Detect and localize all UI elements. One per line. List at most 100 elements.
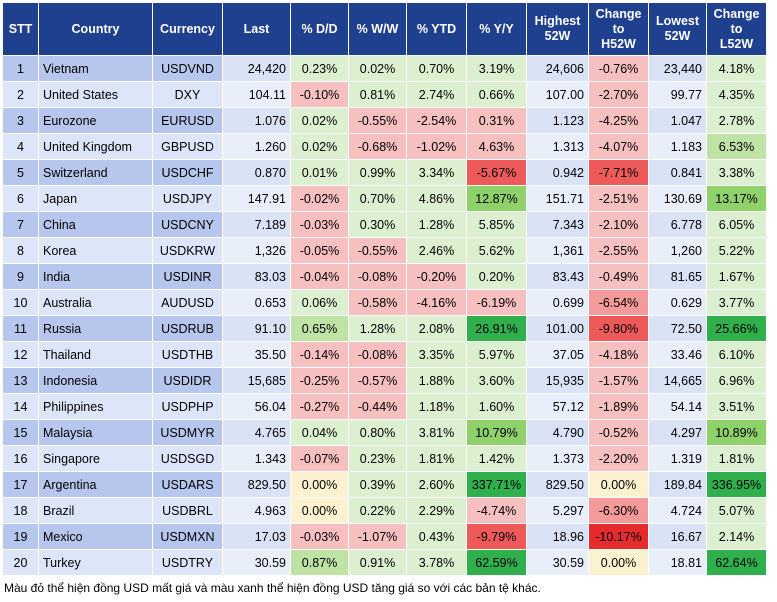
- cell-ww: 0.39%: [348, 471, 407, 498]
- cell-ww: 0.99%: [348, 159, 407, 186]
- cell-chg-high: -10.17%: [588, 523, 649, 550]
- table-body: 1 Vietnam USDVND 24,420 0.23% 0.02% 0.70% 3.19%…: [2, 55, 767, 576]
- header-chg-low: Change to L52W: [706, 2, 767, 56]
- cell-high52: 5.297: [526, 497, 589, 524]
- cell-yy: 3.19%: [466, 55, 527, 82]
- cell-ytd: 2.08%: [406, 315, 467, 342]
- cell-last: 0.653: [222, 289, 291, 316]
- cell-stt: 15: [2, 419, 39, 446]
- cell-dd: -0.04%: [290, 263, 349, 290]
- cell-currency: USDCNY: [152, 211, 223, 238]
- cell-country: Russia: [38, 315, 153, 342]
- currency-table: STT Country Currency Last % D/D % W/W % …: [2, 2, 767, 576]
- header-country: Country: [38, 2, 153, 56]
- table-row: 1 Vietnam USDVND 24,420 0.23% 0.02% 0.70% 3.19%…: [2, 55, 767, 82]
- cell-stt: 13: [2, 367, 39, 394]
- cell-yy: 1.42%: [466, 445, 527, 472]
- cell-chg-low: 10.89%: [706, 419, 767, 446]
- cell-stt: 11: [2, 315, 39, 342]
- cell-high52: 101.00: [526, 315, 589, 342]
- cell-chg-high: -2.20%: [588, 445, 649, 472]
- cell-ytd: 2.46%: [406, 237, 467, 264]
- cell-chg-high: -2.70%: [588, 81, 649, 108]
- cell-country: United States: [38, 81, 153, 108]
- cell-currency: USDARS: [152, 471, 223, 498]
- cell-currency: USDIDR: [152, 367, 223, 394]
- cell-high52: 18.96: [526, 523, 589, 550]
- cell-chg-low: 62.64%: [706, 549, 767, 576]
- header-low52: Lowest 52W: [648, 2, 707, 56]
- cell-country: Malaysia: [38, 419, 153, 446]
- cell-ytd: -1.02%: [406, 133, 467, 160]
- cell-ytd: 3.81%: [406, 419, 467, 446]
- cell-high52: 0.942: [526, 159, 589, 186]
- cell-country: Thailand: [38, 341, 153, 368]
- cell-chg-high: -1.57%: [588, 367, 649, 394]
- header-last: Last: [222, 2, 291, 56]
- cell-last: 1,326: [222, 237, 291, 264]
- header-stt: STT: [2, 2, 39, 56]
- cell-ww: 1.28%: [348, 315, 407, 342]
- cell-stt: 20: [2, 549, 39, 576]
- cell-chg-low: 6.53%: [706, 133, 767, 160]
- cell-ytd: 0.43%: [406, 523, 467, 550]
- cell-stt: 6: [2, 185, 39, 212]
- cell-country: Argentina: [38, 471, 153, 498]
- cell-chg-high: -6.30%: [588, 497, 649, 524]
- cell-chg-low: 6.05%: [706, 211, 767, 238]
- table-row: 15 Malaysia USDMYR 4.765 0.04% 0.80% 3.81% 10.7…: [2, 419, 767, 446]
- cell-yy: 0.66%: [466, 81, 527, 108]
- cell-dd: -0.05%: [290, 237, 349, 264]
- cell-last: 147.91: [222, 185, 291, 212]
- cell-country: Australia: [38, 289, 153, 316]
- cell-yy: 5.85%: [466, 211, 527, 238]
- cell-currency: USDJPY: [152, 185, 223, 212]
- cell-high52: 151.71: [526, 185, 589, 212]
- table-row: 14 Philippines USDPHP 56.04 -0.27% -0.44% 1.18…: [2, 393, 767, 420]
- cell-ytd: 3.35%: [406, 341, 467, 368]
- cell-high52: 57.12: [526, 393, 589, 420]
- cell-low52: 81.65: [648, 263, 707, 290]
- cell-currency: USDTHB: [152, 341, 223, 368]
- cell-stt: 2: [2, 81, 39, 108]
- cell-currency: USDMYR: [152, 419, 223, 446]
- cell-last: 17.03: [222, 523, 291, 550]
- cell-currency: DXY: [152, 81, 223, 108]
- cell-ww: 0.22%: [348, 497, 407, 524]
- cell-ww: 0.02%: [348, 55, 407, 82]
- table-row: 3 Eurozone EURUSD 1.076 0.02% -0.55% -2.54% 0.3…: [2, 107, 767, 134]
- cell-ww: -0.58%: [348, 289, 407, 316]
- cell-dd: -0.02%: [290, 185, 349, 212]
- table-row: 5 Switzerland USDCHF 0.870 0.01% 0.99% 3.34% -5…: [2, 159, 767, 186]
- cell-chg-high: 0.00%: [588, 471, 649, 498]
- cell-dd: 0.65%: [290, 315, 349, 342]
- cell-ww: 0.81%: [348, 81, 407, 108]
- cell-chg-high: -0.76%: [588, 55, 649, 82]
- cell-last: 4.963: [222, 497, 291, 524]
- cell-dd: -0.03%: [290, 523, 349, 550]
- cell-chg-low: 5.22%: [706, 237, 767, 264]
- cell-stt: 18: [2, 497, 39, 524]
- cell-chg-high: -2.10%: [588, 211, 649, 238]
- cell-chg-low: 25.66%: [706, 315, 767, 342]
- cell-ytd: 1.18%: [406, 393, 467, 420]
- cell-country: Singapore: [38, 445, 153, 472]
- cell-yy: -4.74%: [466, 497, 527, 524]
- cell-dd: 0.00%: [290, 471, 349, 498]
- header-dd: % D/D: [290, 2, 349, 56]
- cell-currency: USDTRY: [152, 549, 223, 576]
- table-row: 9 India USDINR 83.03 -0.04% -0.08% -0.20% 0.20%…: [2, 263, 767, 290]
- cell-ytd: 1.28%: [406, 211, 467, 238]
- cell-dd: 0.23%: [290, 55, 349, 82]
- cell-currency: USDCHF: [152, 159, 223, 186]
- cell-dd: 0.02%: [290, 107, 349, 134]
- cell-currency: USDVND: [152, 55, 223, 82]
- table-row: 8 Korea USDKRW 1,326 -0.05% -0.55% 2.46% 5.62% 1…: [2, 237, 767, 264]
- cell-ww: 0.70%: [348, 185, 407, 212]
- cell-chg-high: -0.52%: [588, 419, 649, 446]
- cell-high52: 1.313: [526, 133, 589, 160]
- cell-currency: EURUSD: [152, 107, 223, 134]
- cell-ytd: 2.74%: [406, 81, 467, 108]
- cell-yy: 10.79%: [466, 419, 527, 446]
